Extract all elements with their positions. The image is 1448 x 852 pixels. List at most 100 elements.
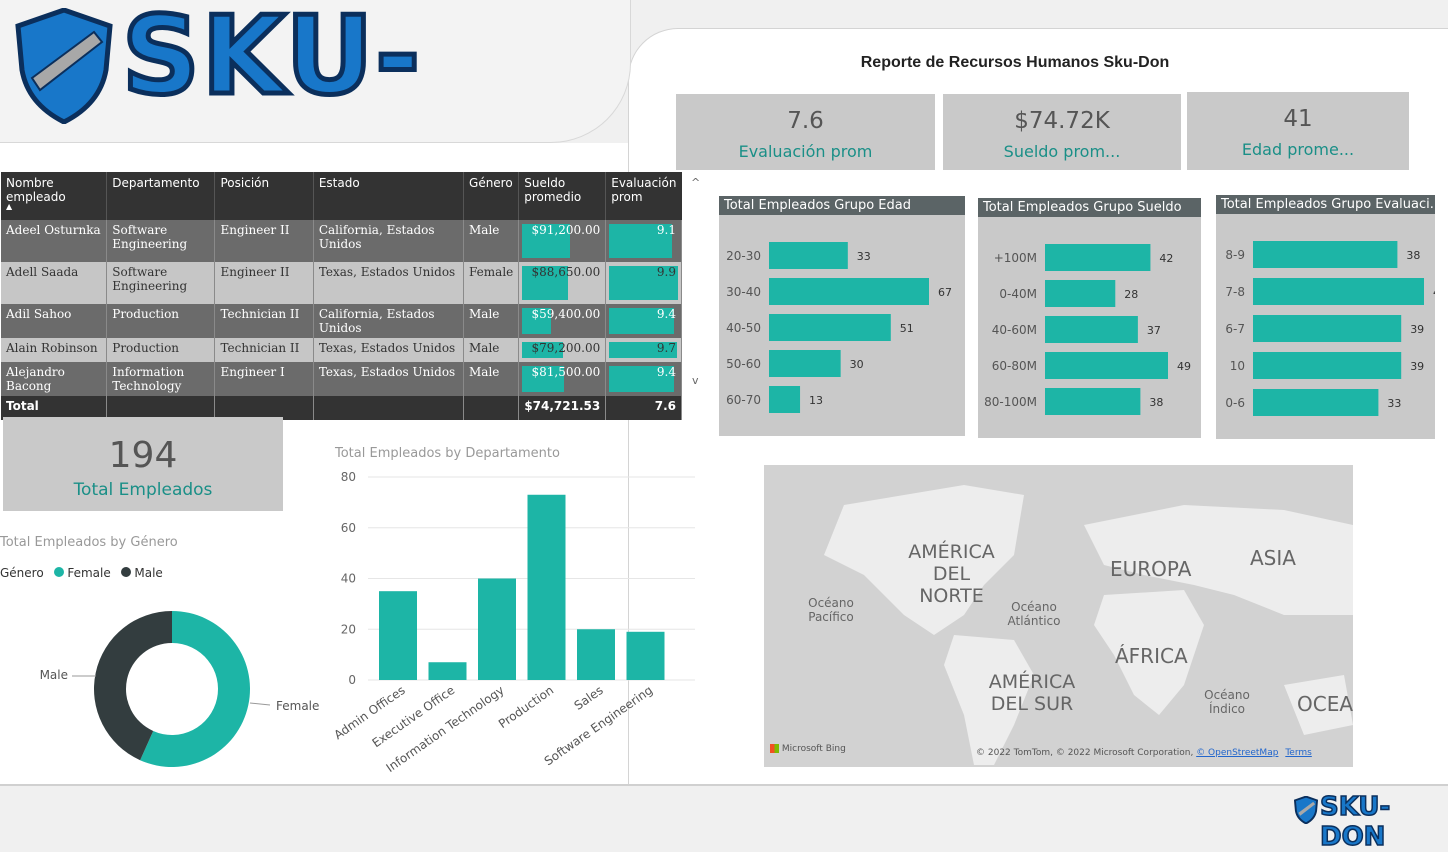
legend-female-dot: [53, 567, 64, 577]
salary-data-bar: [522, 342, 563, 358]
eval-value: 9.1: [656, 223, 676, 237]
legend-female[interactable]: Female: [67, 566, 111, 580]
bar-value-label: 39: [1410, 360, 1424, 373]
legend-title: Género: [0, 566, 44, 580]
bar[interactable]: [1045, 352, 1168, 379]
bar[interactable]: [769, 242, 848, 269]
bar-value-label: 45: [1433, 286, 1435, 299]
salary-group-bars: +100M 42 0-40M 28 40-60M 37 60-80M 49 80-100M 38: [984, 244, 1191, 415]
bar-category-label: 40-50: [726, 321, 761, 335]
cell-name: Alejandro Bacong: [1, 362, 108, 396]
bar-value-label: 49: [1177, 360, 1191, 373]
dept-bar[interactable]: [428, 662, 467, 680]
map-landmass: [824, 485, 1353, 765]
bar-value-label: 13: [809, 394, 823, 407]
dept-bar[interactable]: [527, 494, 566, 680]
sort-arrow-icon: ▲: [6, 202, 13, 211]
kpi-value: 7.6: [787, 108, 824, 134]
bing-logo: Microsoft Bing: [770, 744, 846, 754]
y-tick-label: 60: [341, 521, 356, 535]
bar[interactable]: [769, 386, 801, 413]
bar-value-label: 37: [1147, 324, 1161, 337]
total-empleados-value: 194: [108, 435, 178, 476]
col-posicion[interactable]: Posición: [214, 172, 314, 220]
total-salary: $74,721.53: [518, 396, 607, 420]
osm-link[interactable]: © OpenStreetMap: [1196, 748, 1279, 758]
col-nombre[interactable]: Nombre empleado ▲: [1, 172, 108, 220]
cell-state: California, Estados Unidos: [313, 220, 465, 262]
age-group-bars: 20-30 33 30-40 67 40-50 51 50-60 30 60-70 13: [726, 242, 952, 413]
x-tick-label: Sales: [572, 683, 606, 713]
map-label-north-america: AMÉRICA DEL NORTE: [908, 541, 995, 607]
legend-male[interactable]: Male: [134, 566, 163, 580]
eval-value: 9.4: [656, 307, 676, 321]
total-empleados-card: 194 Total Empleados: [3, 417, 283, 511]
cell-dept: Software Engineering: [106, 220, 216, 262]
bar[interactable]: [1045, 316, 1138, 343]
bar-category-label: 60-70: [726, 393, 761, 407]
bar-category-label: 0-40M: [999, 287, 1037, 301]
y-tick-label: 80: [341, 470, 356, 484]
dept-bar[interactable]: [478, 578, 516, 681]
table-row[interactable]: Adeel Osturnka Software Engineering Engine…: [1, 220, 682, 262]
table-scroll-up[interactable]: ^: [691, 176, 701, 189]
bar-value-label: 38: [1149, 396, 1163, 409]
bar[interactable]: [1045, 280, 1116, 307]
donut-slice-female[interactable]: [140, 611, 250, 767]
cell-salary: $59,400.00: [518, 304, 607, 338]
table-row[interactable]: Alejandro Bacong Information Technology En…: [1, 362, 682, 396]
footer-logo-text: SKU-DON: [1319, 791, 1391, 852]
kpi-evaluacion: 7.6 Evaluación prom: [676, 94, 935, 170]
cell-pos: Technician II: [214, 338, 314, 362]
world-map[interactable]: AMÉRICA DEL NORTE EUROPA ASIA ÁFRICA AMÉ…: [764, 465, 1353, 767]
report-title: Reporte de Recursos Humanos Sku-Don: [860, 54, 1170, 71]
y-tick-label: 20: [341, 622, 356, 636]
table-row[interactable]: Alain Robinson Production Technician II Tex…: [1, 338, 682, 362]
col-estado[interactable]: Estado: [313, 172, 465, 220]
cell-salary: $91,200.00: [518, 220, 607, 262]
total-empty-cell: [313, 396, 465, 420]
dept-bar[interactable]: [379, 591, 417, 680]
table-scroll-down[interactable]: v: [692, 374, 699, 387]
bar[interactable]: [769, 278, 929, 305]
bar[interactable]: [1253, 241, 1398, 268]
col-genero[interactable]: Género: [463, 172, 520, 220]
cell-dept: Production: [106, 304, 216, 338]
bar[interactable]: [1253, 315, 1402, 342]
bar-category-label: 7-8: [1225, 285, 1245, 299]
bar-category-label: 10: [1230, 359, 1245, 373]
eval-data-bar: [609, 366, 675, 392]
col-departamento[interactable]: Departamento: [106, 172, 216, 220]
cell-gender: Male: [463, 220, 520, 262]
bar-value-label: 28: [1124, 288, 1138, 301]
bar-category-label: 60-80M: [992, 359, 1037, 373]
dept-bar[interactable]: [626, 631, 665, 680]
terms-link[interactable]: Terms: [1285, 748, 1312, 758]
kpi-edad: 41 Edad prome...: [1187, 92, 1409, 170]
salary-data-bar: [522, 266, 568, 300]
col-sueldo[interactable]: Sueldo promedio: [518, 172, 607, 220]
footer-shield-icon: [1294, 796, 1318, 824]
bar[interactable]: [1253, 352, 1402, 379]
col-evaluacion[interactable]: Evaluación prom: [605, 172, 682, 220]
bar[interactable]: [1253, 278, 1424, 305]
bar[interactable]: [769, 350, 841, 377]
donut-slice-male[interactable]: [94, 611, 172, 761]
bar[interactable]: [1045, 244, 1151, 271]
table-row[interactable]: Adell Saada Software Engineering Engineer …: [1, 262, 682, 304]
bar[interactable]: [1045, 388, 1141, 415]
cell-eval: 9.4: [605, 362, 682, 396]
table-row[interactable]: Adil Sahoo Production Technician II Califor…: [1, 304, 682, 338]
bar-value-label: 33: [857, 250, 871, 263]
bar[interactable]: [1253, 389, 1379, 416]
table-total-row: Total $74,721.53 7.6: [1, 396, 682, 420]
cell-pos: Engineer II: [214, 220, 314, 262]
dept-bar[interactable]: [577, 629, 615, 680]
bar-category-label: 50-60: [726, 357, 761, 371]
cell-pos: Engineer I: [214, 362, 314, 396]
bar-category-label: 6-7: [1225, 322, 1245, 336]
total-empty-cell: [106, 396, 216, 420]
bar-value-label: 38: [1406, 249, 1420, 262]
bar[interactable]: [769, 314, 891, 341]
map-label-asia: ASIA: [1250, 546, 1296, 570]
